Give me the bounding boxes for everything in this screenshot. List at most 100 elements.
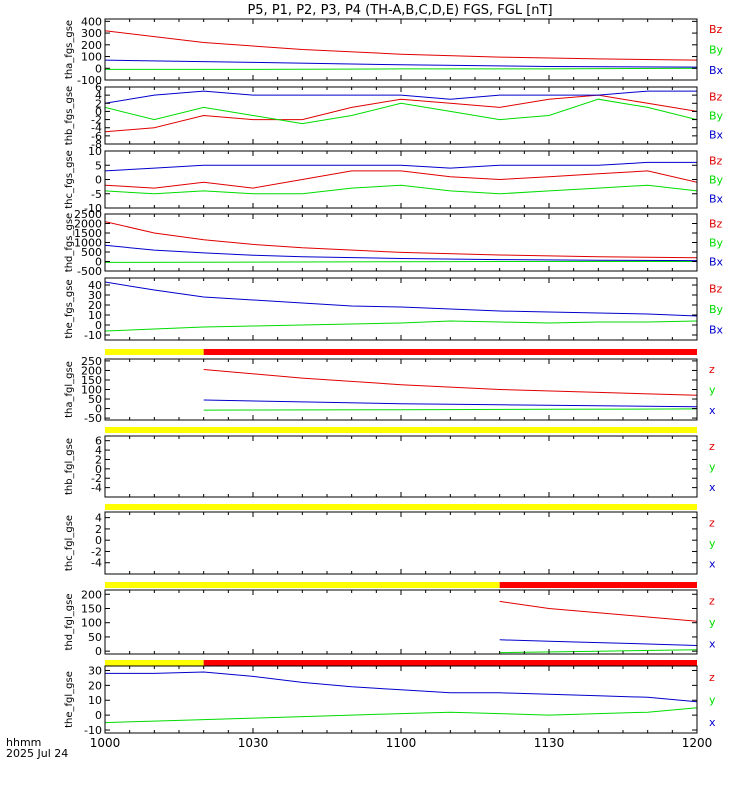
legend-z: z — [709, 671, 715, 684]
series-by-line — [105, 67, 697, 70]
legend-bx: Bx — [709, 193, 724, 206]
series-bz-line — [105, 170, 697, 189]
y-tick-label: 50 — [88, 631, 102, 644]
y-tick-label: -4 — [91, 557, 102, 570]
y-tick-label: 0 — [95, 319, 102, 332]
y-tick-label: -2 — [91, 114, 102, 127]
series-x-line — [203, 399, 697, 408]
panel-frame — [104, 511, 698, 575]
series-bz-line — [105, 30, 697, 61]
y-tick-label: 2000 — [74, 218, 102, 231]
legend-z: z — [709, 595, 715, 608]
data-availability-bar-yellow — [105, 349, 204, 355]
y-tick-label: 30 — [88, 664, 102, 677]
legend-bx: Bx — [709, 256, 724, 269]
x-tick-label: 1100 — [386, 736, 417, 750]
data-availability-bar-yellow — [105, 504, 697, 510]
y-tick-label: -100 — [77, 74, 102, 87]
series-bx-line — [105, 59, 697, 68]
panel-frame — [104, 435, 698, 498]
series-x-line — [499, 639, 697, 646]
panel-thc_fgl_gse: 420-2-4 thc_fgl_gse zyx — [64, 504, 716, 575]
legend-y: y — [709, 384, 716, 397]
legend-x: x — [709, 404, 716, 417]
y-tick-label: 4 — [95, 444, 102, 457]
x-tick-label: 1000 — [90, 736, 121, 750]
data-availability-bar-yellow — [105, 660, 204, 666]
x-axis: 1000 1030 1100 1130 1200 — [90, 736, 713, 750]
y-tick-label: -10 — [84, 329, 102, 342]
y-tick-label: -2 — [91, 545, 102, 558]
legend-by: By — [709, 237, 724, 250]
y-tick-label: 100 — [81, 51, 102, 64]
y-tick-label: 0 — [95, 709, 102, 722]
series-bx-line — [105, 244, 697, 262]
x-tick-label: 1130 — [534, 736, 565, 750]
legend-bx: Bx — [709, 324, 724, 337]
data-availability-bar-yellow — [105, 582, 500, 588]
series-bx-line — [105, 161, 697, 172]
y-tick-label: 1500 — [74, 227, 102, 240]
y-tick-label: 20 — [88, 679, 102, 692]
legend-bx: Bx — [709, 64, 724, 77]
series-bx-line — [105, 281, 697, 317]
y-axis-label: thb_fgs_gse — [64, 86, 75, 145]
y-tick-label: 200 — [81, 364, 102, 377]
y-tick-label: 200 — [81, 588, 102, 601]
series-x-line — [105, 671, 697, 703]
y-tick-label: 10 — [88, 309, 102, 322]
y-tick-label: -6 — [91, 130, 102, 143]
y-tick-label: 100 — [81, 384, 102, 397]
y-tick-label: 0 — [95, 256, 102, 269]
y-tick-label: 10 — [88, 145, 102, 158]
legend-y: y — [709, 537, 716, 550]
legend-bz: Bz — [709, 91, 723, 104]
chart-title: P5, P1, P2, P3, P4 (TH-A,B,C,D,E) FGS, F… — [247, 3, 552, 18]
y-tick-label: 400 — [81, 15, 102, 28]
x-tick-label: 1030 — [238, 736, 269, 750]
y-axis-label: thc_fgs_gse — [64, 150, 75, 209]
y-tick-label: -5 — [91, 188, 102, 201]
series-y-line — [105, 707, 697, 724]
legend-y: y — [709, 461, 716, 474]
y-tick-label: 0 — [95, 174, 102, 187]
legend-by: By — [709, 44, 724, 57]
legend-bz: Bz — [709, 23, 723, 36]
y-axis-label: tha_fgs_gse — [64, 20, 75, 79]
panel-frame — [104, 589, 698, 655]
series-by-line — [105, 261, 697, 263]
data-availability-bar-yellow — [105, 427, 697, 433]
panel-frame — [104, 150, 698, 209]
y-tick-label: 0 — [95, 105, 102, 118]
y-axis-label: thd_fgl_gse — [64, 594, 75, 651]
y-tick-label: 150 — [81, 374, 102, 387]
legend-z: z — [709, 363, 715, 376]
y-tick-label: 5 — [95, 159, 102, 172]
legend-x: x — [709, 558, 716, 571]
y-tick-label: 30 — [88, 289, 102, 302]
y-tick-label: -4 — [91, 122, 102, 135]
panel-frame — [104, 277, 698, 341]
panel-frame — [104, 358, 698, 421]
x-unit-label: hhmm — [6, 736, 41, 749]
y-tick-label: 2 — [95, 453, 102, 466]
y-tick-label: 0 — [95, 62, 102, 75]
series-y-line — [203, 408, 697, 411]
y-tick-label: 10 — [88, 694, 102, 707]
y-tick-label: 500 — [81, 246, 102, 259]
legend-y: y — [709, 616, 716, 629]
y-tick-label: 250 — [81, 355, 102, 368]
y-axis-label: the_fgl_gse — [64, 671, 75, 728]
y-tick-label: -10 — [84, 202, 102, 215]
series-by-line — [105, 320, 697, 332]
legend-x: x — [709, 481, 716, 494]
series-by-line — [105, 98, 697, 125]
series-z-line — [499, 600, 697, 622]
